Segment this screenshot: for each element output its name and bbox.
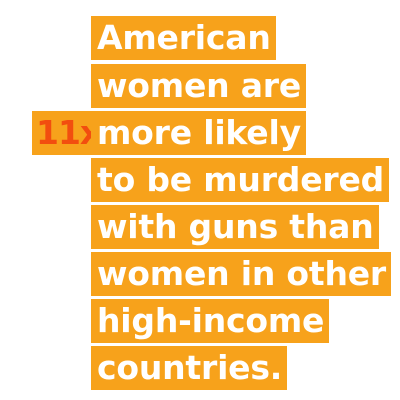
statement-line-7: high-income	[91, 299, 330, 343]
statement-line-4: to be murdered	[91, 158, 390, 202]
statement-line-text: American	[91, 16, 276, 60]
statement-line-8: countries.	[91, 346, 288, 390]
statement-line-text: with guns than	[91, 205, 379, 249]
highlight-stat: 11x	[32, 111, 103, 155]
statement-line-5: with guns than	[91, 205, 379, 249]
statement-line-3: more likely	[91, 111, 306, 155]
statement-line-text: to be murdered	[91, 158, 390, 202]
statement-line-1: American	[91, 16, 276, 60]
statement-line-text: more likely	[91, 111, 306, 155]
statement-line-text: high-income	[91, 299, 330, 343]
statement-line-text: women are	[91, 64, 307, 108]
statement-line-text: women in other	[91, 252, 391, 296]
statement-line-text: countries.	[91, 346, 288, 390]
statement-line-2: women are	[91, 64, 307, 108]
statement-line-6: women in other	[91, 252, 391, 296]
